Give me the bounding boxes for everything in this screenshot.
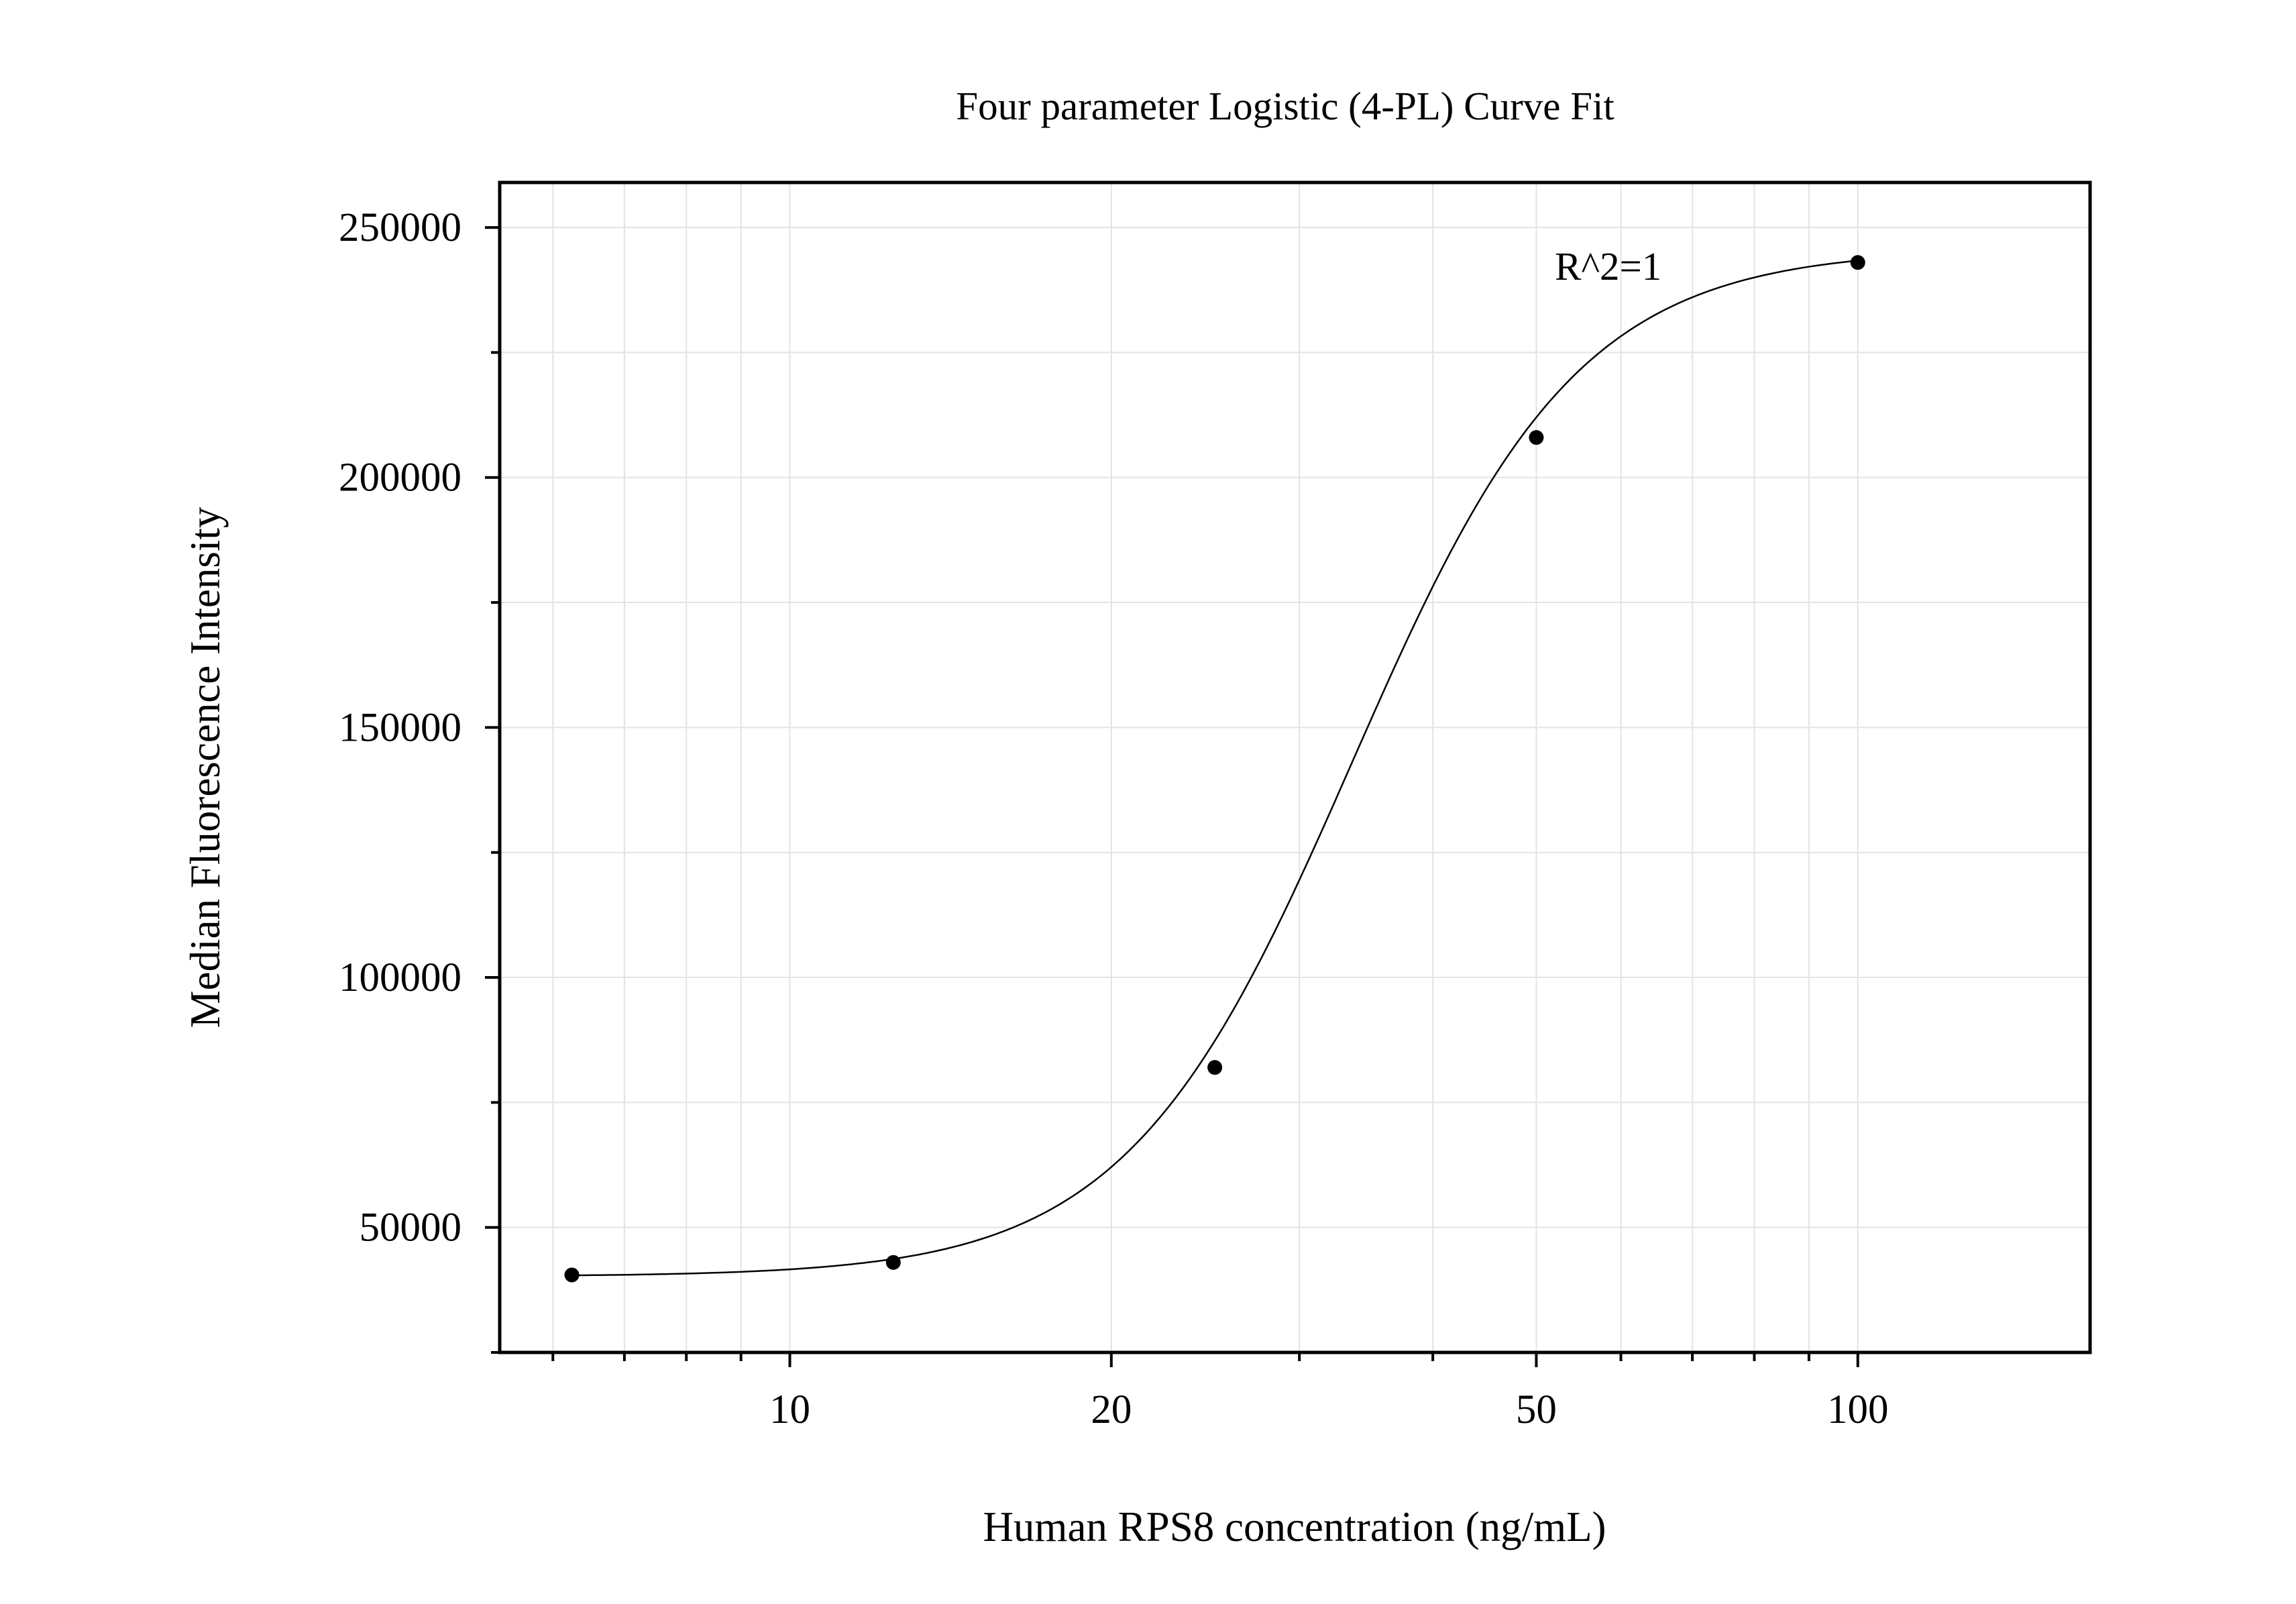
- axis-ticks: [485, 226, 1859, 1367]
- x-tick-label: 50: [1516, 1387, 1557, 1432]
- x-axis-title: Human RPS8 concentration (ng/mL): [983, 1503, 1606, 1550]
- x-tick-label: 10: [769, 1387, 810, 1432]
- fit-curve: [571, 260, 1858, 1277]
- r-squared-annotation: R^2=1: [1555, 244, 1661, 288]
- y-tick-label: 100000: [339, 955, 461, 1000]
- y-tick-label: 250000: [339, 205, 461, 250]
- plot-frame: [498, 180, 2092, 1354]
- y-tick-label: 50000: [360, 1206, 462, 1250]
- grid: [500, 182, 2090, 1352]
- data-point: [1850, 255, 1865, 270]
- y-tick-label: 150000: [339, 705, 461, 750]
- tick-labels: 10 20 50 100 50000 100000 150000 200000 250000: [339, 205, 1888, 1432]
- data-points: [564, 255, 1865, 1283]
- x-tick-label: 20: [1091, 1387, 1132, 1432]
- y-axis-title: Median Fluorescence Intensity: [182, 506, 229, 1028]
- data-point: [1207, 1060, 1223, 1075]
- data-point: [564, 1267, 580, 1283]
- data-point: [1529, 430, 1544, 445]
- data-point: [885, 1254, 901, 1270]
- chart-title: Four parameter Logistic (4-PL) Curve Fit: [956, 84, 1615, 128]
- y-tick-label: 200000: [339, 456, 461, 500]
- x-tick-label: 100: [1827, 1387, 1889, 1432]
